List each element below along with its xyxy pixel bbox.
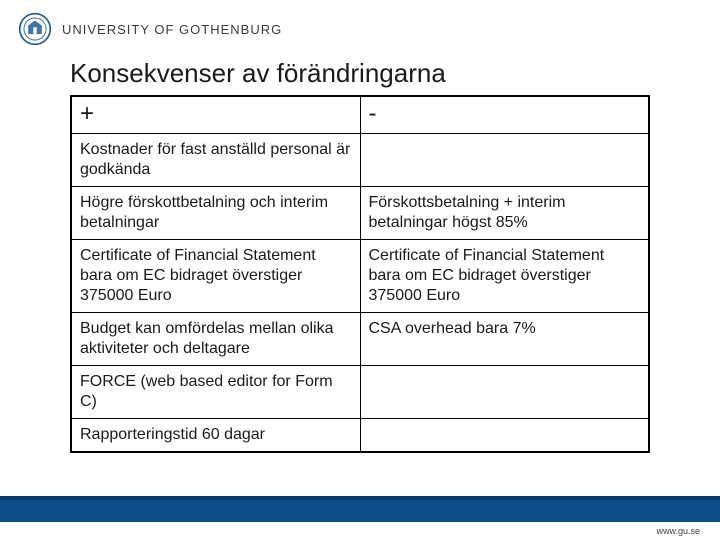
- university-name: UNIVERSITY OF GOTHENBURG: [62, 22, 282, 37]
- table-row: Rapporteringstid 60 dagar: [71, 419, 649, 453]
- cell-plus: Budget kan omfördelas mellan olika aktiv…: [71, 313, 360, 366]
- cell-minus: Förskottsbetalning + interim betalningar…: [360, 187, 649, 240]
- footer-url: www.gu.se: [656, 526, 700, 536]
- table-header-row: + -: [71, 96, 649, 134]
- cell-plus: Kostnader för fast anställd personal är …: [71, 134, 360, 187]
- slide-content: Konsekvenser av förändringarna + - Kostn…: [0, 52, 720, 453]
- col-header-plus: +: [71, 96, 360, 134]
- slide-title: Konsekvenser av förändringarna: [70, 58, 650, 89]
- table-row: Certificate of Financial Statement bara …: [71, 240, 649, 313]
- table-row: Budget kan omfördelas mellan olika aktiv…: [71, 313, 649, 366]
- slide-header: UNIVERSITY OF GOTHENBURG: [0, 0, 720, 52]
- cell-plus: Rapporteringstid 60 dagar: [71, 419, 360, 453]
- comparison-table: + - Kostnader för fast anställd personal…: [70, 95, 650, 453]
- table-row: FORCE (web based editor for Form C): [71, 366, 649, 419]
- cell-plus: FORCE (web based editor for Form C): [71, 366, 360, 419]
- cell-plus: Högre förskottbetalning och interim beta…: [71, 187, 360, 240]
- col-header-minus: -: [360, 96, 649, 134]
- university-seal-icon: [18, 12, 52, 46]
- table-row: Högre förskottbetalning och interim beta…: [71, 187, 649, 240]
- cell-minus: [360, 419, 649, 453]
- cell-minus: [360, 134, 649, 187]
- cell-minus: Certificate of Financial Statement bara …: [360, 240, 649, 313]
- cell-minus: [360, 366, 649, 419]
- footer-bar: [0, 496, 720, 522]
- table-row: Kostnader för fast anställd personal är …: [71, 134, 649, 187]
- cell-plus: Certificate of Financial Statement bara …: [71, 240, 360, 313]
- cell-minus: CSA overhead bara 7%: [360, 313, 649, 366]
